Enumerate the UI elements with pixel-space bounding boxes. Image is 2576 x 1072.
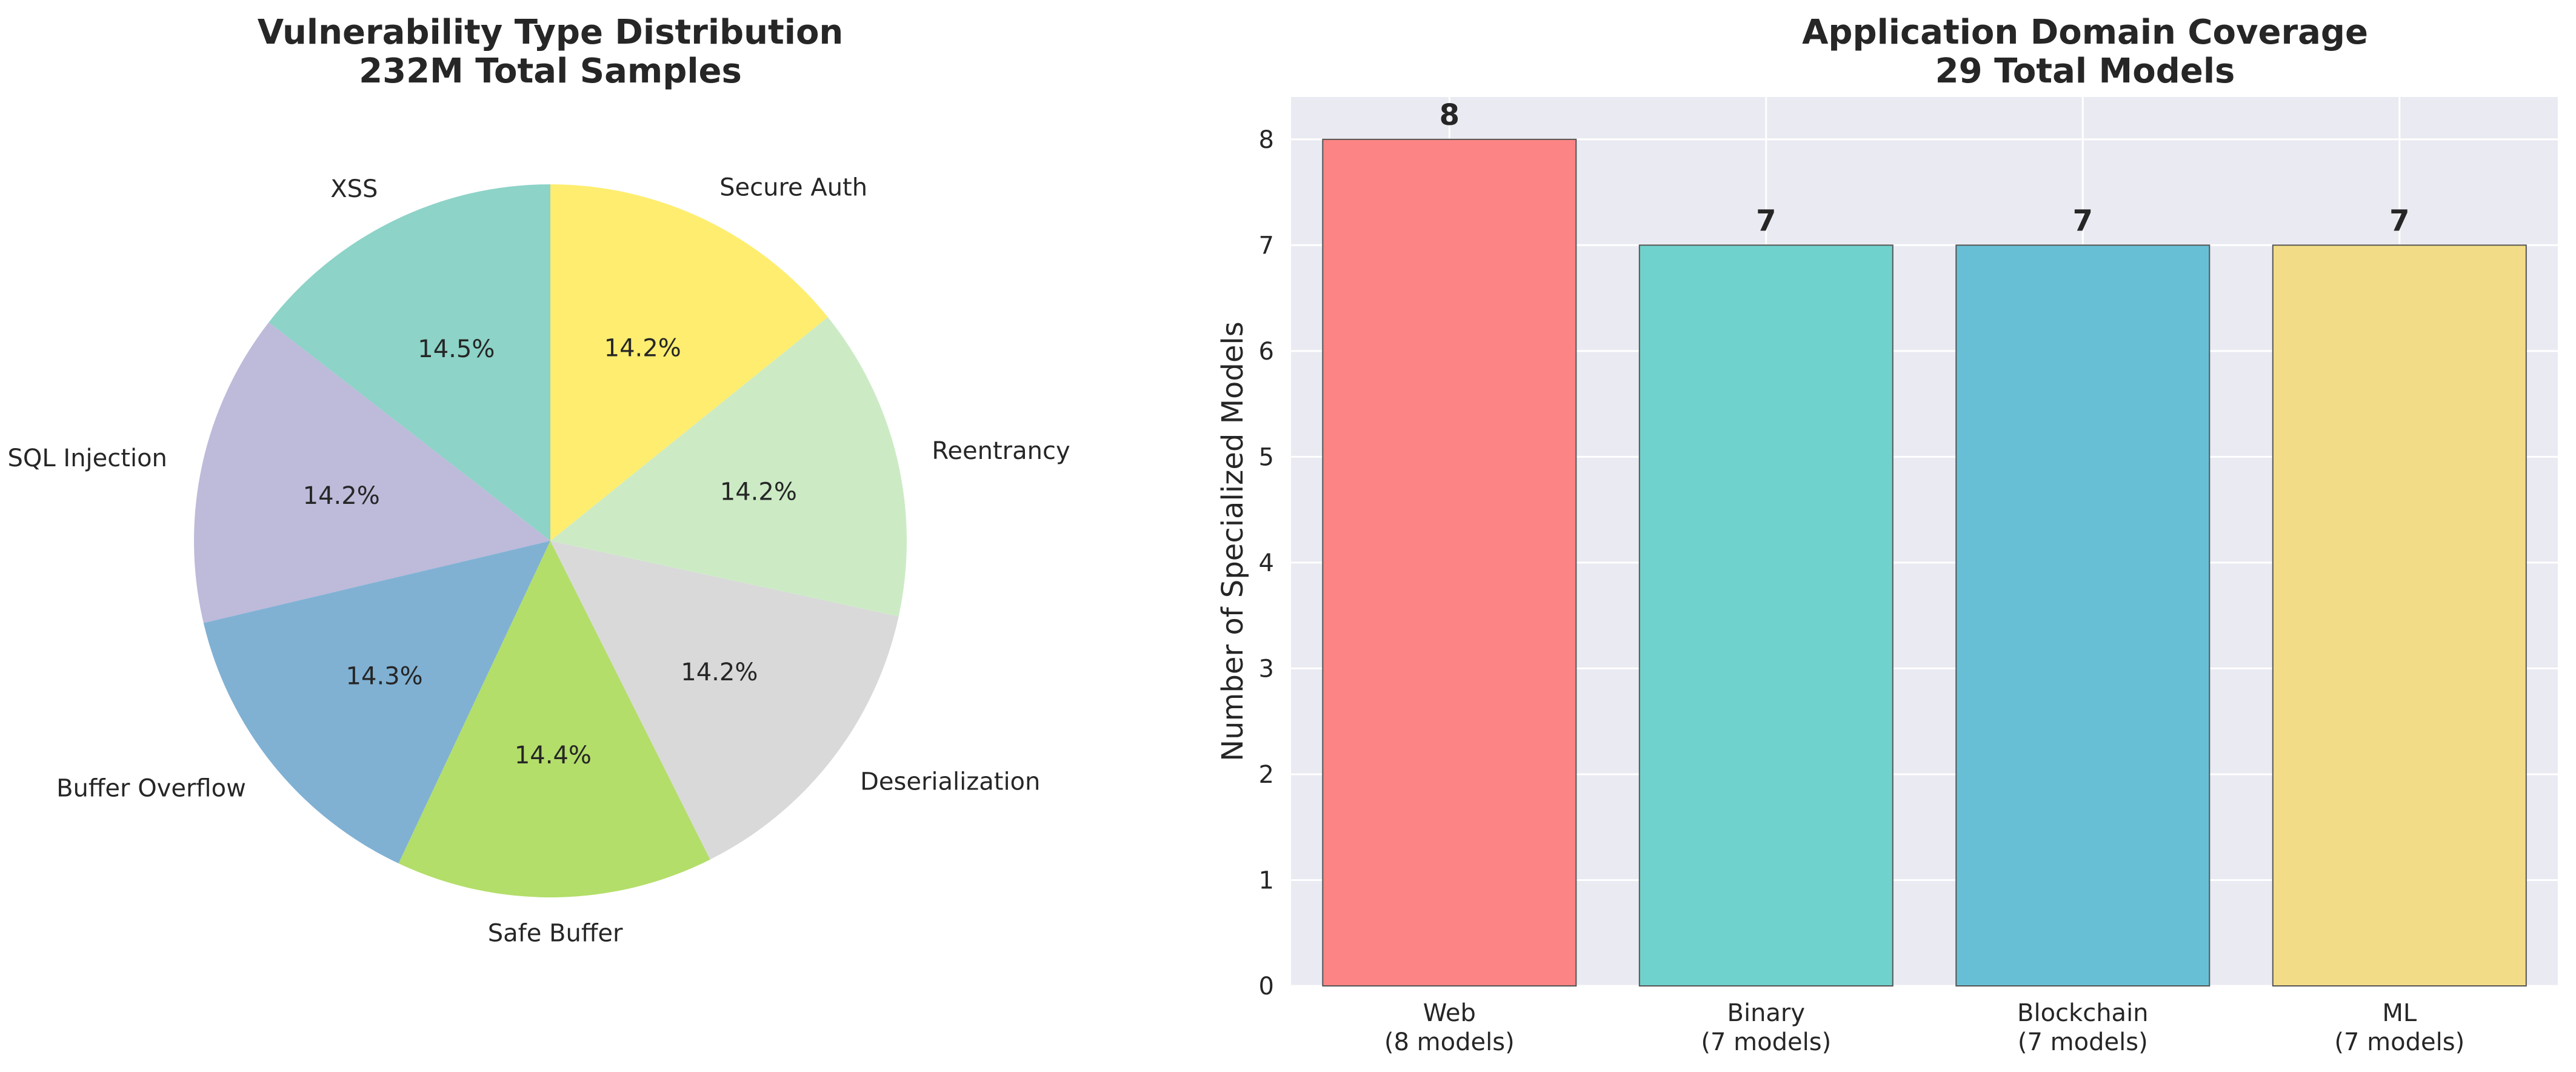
bar-ml — [2272, 244, 2527, 987]
x-tick-label: Blockchain — [2017, 999, 2149, 1027]
x-tick-sublabel: (7 models) — [2334, 1028, 2464, 1056]
x-axis-ticks: Web(8 models)Binary(7 models)Blockchain(… — [1384, 999, 2464, 1056]
pie-slice-xss — [269, 184, 550, 541]
pie-pct-label: 14.2% — [681, 658, 758, 686]
x-tick-sublabel: (7 models) — [1701, 1028, 1831, 1056]
pie-category-label: Safe Buffer — [488, 920, 623, 948]
pie-category-label: Buffer Overflow — [56, 775, 246, 803]
pie-pct-label: 14.4% — [515, 742, 592, 769]
bar-web — [1322, 138, 1577, 987]
y-tick-label: 6 — [1259, 338, 1274, 366]
pie-chart-subtitle: 232M Total Samples — [359, 52, 742, 91]
pie-pct-label: 14.2% — [720, 478, 797, 506]
pie-slice-deserialization — [550, 541, 899, 860]
x-tick-label: ML — [2382, 999, 2417, 1027]
y-tick-label: 3 — [1259, 655, 1274, 683]
bar-binary — [1638, 244, 1894, 987]
pie-slice-safe-buffer — [398, 541, 710, 898]
x-tick-label: Web — [1423, 999, 1476, 1027]
bar-value-labels: 8 7 7 7 — [1440, 98, 2410, 238]
x-tick-label: Binary — [1727, 999, 1806, 1027]
pie-slice-secure-auth — [550, 184, 828, 541]
y-tick-label: 5 — [1259, 443, 1274, 471]
bar-blockchain — [1955, 244, 2211, 987]
bars — [1322, 138, 2527, 987]
pie-pct-label: 14.2% — [604, 335, 681, 363]
bar-chart-subtitle: 29 Total Models — [1935, 52, 2235, 91]
y-tick-label: 7 — [1259, 232, 1274, 260]
x-tick-sublabel: (7 models) — [2018, 1028, 2148, 1056]
pie-slices — [194, 184, 907, 898]
bar-value-label: 8 — [1440, 98, 1460, 132]
pie-category-label: XSS — [330, 175, 378, 203]
y-tick-label: 1 — [1259, 867, 1274, 895]
bar-value-label: 7 — [2073, 204, 2093, 238]
pie-slice-buffer-overflow — [203, 541, 550, 864]
pie-category-label: Deserialization — [860, 768, 1040, 796]
bar-chart-title: Application Domain Coverage — [1802, 13, 2368, 52]
y-axis-ticks: 0 1 2 3 4 5 6 7 8 — [1259, 126, 1274, 1000]
y-tick-label: 8 — [1259, 126, 1274, 154]
pie-slice-reentrancy — [550, 317, 907, 617]
y-tick-label: 0 — [1259, 973, 1274, 1000]
bar-value-label: 7 — [2389, 204, 2409, 238]
pie-chart-title: Vulnerability Type Distribution — [258, 13, 844, 52]
pie-chart: Vulnerability Type Distribution 232M Tot… — [8, 13, 1070, 948]
pie-labels: 14.5% XSS 14.2% SQL Injection 14.3% Buffer Ov… — [8, 174, 1070, 948]
y-tick-label: 4 — [1259, 549, 1274, 577]
y-axis-label: Number of Specialized Models — [1216, 321, 1250, 761]
pie-category-label: SQL Injection — [8, 444, 167, 472]
pie-slice-sql-injection — [194, 322, 550, 623]
pie-pct-label: 14.3% — [346, 662, 423, 690]
bar-value-label: 7 — [1756, 204, 1776, 238]
pie-pct-label: 14.2% — [303, 482, 380, 510]
bar-chart: Application Domain Coverage 29 Total Mod… — [1216, 13, 2558, 1056]
x-tick-sublabel: (8 models) — [1384, 1028, 1515, 1056]
pie-category-label: Secure Auth — [719, 174, 867, 202]
pie-category-label: Reentrancy — [932, 437, 1070, 465]
y-tick-label: 2 — [1259, 761, 1274, 789]
pie-pct-label: 14.5% — [418, 335, 495, 363]
